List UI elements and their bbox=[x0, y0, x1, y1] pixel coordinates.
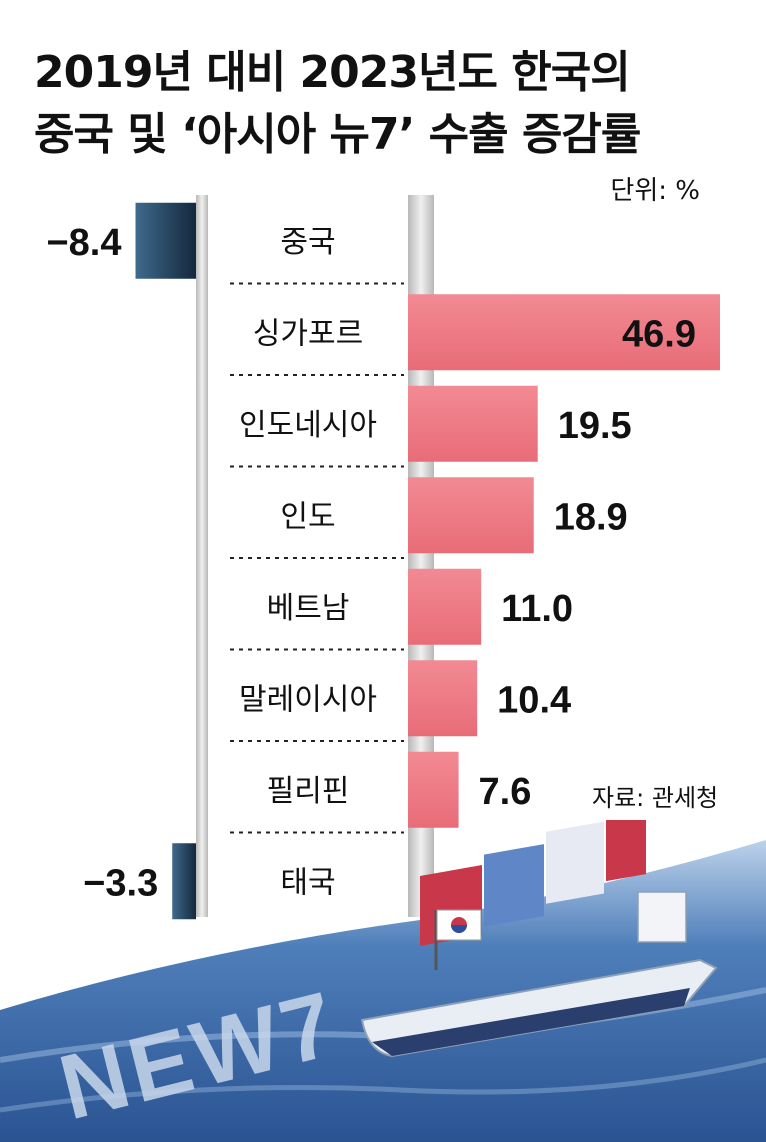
category-label: 태국 bbox=[280, 865, 335, 900]
wave-line bbox=[0, 1057, 766, 1113]
bar-5 bbox=[408, 660, 478, 737]
center-band-left-edge bbox=[196, 195, 208, 917]
data-label: 7.6 bbox=[479, 771, 532, 813]
bar-1 bbox=[408, 294, 720, 371]
unit-label: 단위: % bbox=[610, 176, 700, 206]
source-label: 자료: 관세청 bbox=[592, 784, 719, 812]
data-label: 11.0 bbox=[501, 588, 573, 630]
data-label: 19.5 bbox=[558, 405, 632, 447]
category-label: 인도네시아 bbox=[239, 408, 377, 443]
cargo-ship bbox=[360, 820, 718, 1058]
container-stack bbox=[484, 844, 544, 927]
flag-emblem-lower bbox=[451, 925, 467, 933]
container-stack bbox=[606, 820, 646, 882]
sea-background bbox=[0, 840, 766, 1142]
container-stack bbox=[546, 821, 604, 904]
category-label: 인도 bbox=[280, 499, 335, 534]
data-label: 10.4 bbox=[497, 679, 571, 721]
chart-title: 2019년 대비 2023년도 한국의 중국 및 ‘아시아 뉴7’ 수출 증감률 bbox=[34, 42, 754, 166]
chart-title-line-2: 중국 및 ‘아시아 뉴7’ 수출 증감률 bbox=[34, 109, 641, 160]
bar-6 bbox=[408, 751, 459, 828]
ship-bridge bbox=[637, 891, 687, 943]
data-label: 18.9 bbox=[554, 496, 628, 538]
bar-7 bbox=[172, 843, 196, 920]
category-label: 싱가포르 bbox=[253, 316, 363, 351]
data-label: 46.9 bbox=[622, 313, 696, 355]
chart-title-line-1: 2019년 대비 2023년도 한국의 bbox=[34, 47, 631, 98]
category-label: 중국 bbox=[280, 225, 335, 260]
data-label: −8.4 bbox=[46, 222, 121, 264]
category-label: 베트남 bbox=[267, 591, 350, 626]
bar-0 bbox=[135, 202, 196, 279]
category-band bbox=[208, 195, 408, 917]
data-label: −3.3 bbox=[83, 862, 158, 904]
category-label: 말레이시아 bbox=[239, 682, 377, 717]
bar-2 bbox=[408, 385, 538, 462]
bar-4 bbox=[408, 568, 482, 645]
ship-hull-stripe bbox=[372, 988, 690, 1056]
category-label: 필리핀 bbox=[267, 774, 350, 809]
ship-illustration: NEW7 bbox=[0, 820, 766, 1142]
bar-3 bbox=[408, 477, 534, 554]
